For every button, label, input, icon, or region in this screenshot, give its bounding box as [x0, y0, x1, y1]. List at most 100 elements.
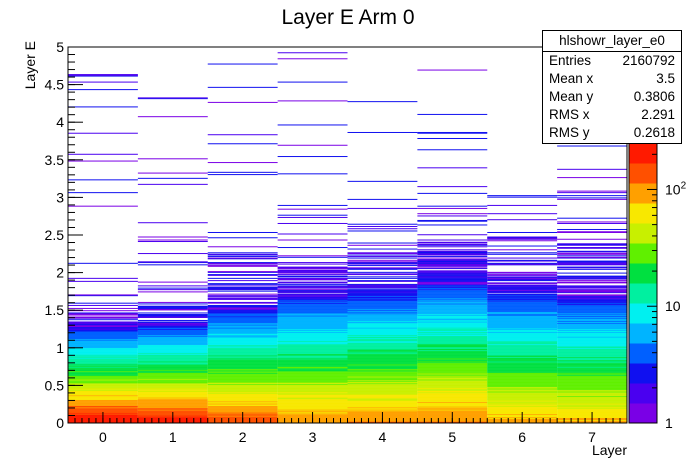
- heatmap-cell: [417, 398, 488, 400]
- heatmap-cell: [417, 328, 488, 330]
- heatmap-cell: [277, 367, 348, 369]
- heatmap-cell: [137, 348, 208, 350]
- heatmap-cell: [417, 339, 488, 341]
- heatmap-cell: [277, 298, 348, 300]
- heatmap-cell: [557, 256, 628, 258]
- heatmap-cell: [277, 382, 348, 384]
- heatmap-cell: [417, 306, 488, 308]
- heatmap-cell: [557, 319, 628, 321]
- heatmap-cell: [487, 398, 558, 400]
- heatmap-cell: [487, 404, 558, 406]
- heatmap-cell: [557, 379, 628, 381]
- heatmap-cell: [417, 205, 488, 207]
- heatmap-cell: [207, 396, 278, 398]
- heatmap-cell: [487, 339, 558, 341]
- heatmap-cell: [207, 389, 278, 391]
- heatmap-cell: [557, 177, 628, 179]
- palette-swatch: [629, 403, 657, 414]
- heatmap-cell: [417, 356, 488, 358]
- heatmap-cell: [417, 260, 488, 262]
- heatmap-cell: [277, 407, 348, 409]
- heatmap-cell: [487, 284, 558, 286]
- heatmap-cell: [137, 349, 208, 351]
- heatmap-cell: [347, 401, 418, 403]
- heatmap-cell: [557, 307, 628, 309]
- heatmap-cell: [557, 307, 628, 309]
- heatmap-cell: [557, 272, 628, 274]
- heatmap-cell: [137, 402, 208, 404]
- heatmap-cell: [277, 331, 348, 333]
- heatmap-cell: [207, 392, 278, 394]
- heatmap-cell: [277, 332, 348, 334]
- heatmap-cell: [347, 341, 418, 343]
- heatmap-cell: [277, 388, 348, 390]
- heatmap-cell: [137, 285, 208, 287]
- heatmap-cell: [557, 311, 628, 313]
- heatmap-cell: [347, 338, 418, 340]
- heatmap-cell: [207, 382, 278, 384]
- heatmap-cell: [347, 360, 418, 362]
- heatmap-cell: [137, 337, 208, 339]
- heatmap-cell: [417, 304, 488, 306]
- heatmap-cell: [487, 346, 558, 348]
- heatmap-cell: [207, 369, 278, 371]
- heatmap-cell: [557, 300, 628, 302]
- heatmap-cell: [417, 376, 488, 378]
- heatmap-cell: [417, 251, 488, 253]
- heatmap-cell: [277, 294, 348, 296]
- heatmap-cell: [487, 379, 558, 381]
- heatmap-cell: [417, 113, 488, 115]
- heatmap-cell: [417, 386, 488, 388]
- z-tick-label: 1: [665, 415, 673, 431]
- heatmap-cell: [487, 344, 558, 346]
- heatmap-cell: [557, 369, 628, 371]
- heatmap-cell: [417, 253, 488, 255]
- heatmap-cell: [68, 392, 138, 394]
- heatmap-cell: [68, 401, 138, 403]
- heatmap-cell: [207, 338, 278, 340]
- heatmap-cell: [68, 374, 138, 376]
- heatmap-cell: [68, 410, 138, 412]
- heatmap-cell: [557, 385, 628, 387]
- heatmap-cell: [277, 316, 348, 318]
- heatmap-cell: [137, 341, 208, 343]
- heatmap-cell: [347, 386, 418, 388]
- heatmap-cell: [137, 405, 208, 407]
- heatmap-cell: [207, 395, 278, 397]
- heatmap-cell: [487, 386, 558, 388]
- heatmap-cell: [137, 329, 208, 331]
- heatmap-cell: [207, 367, 278, 369]
- heatmap-cell: [557, 323, 628, 325]
- heatmap-cell: [417, 167, 488, 169]
- palette-swatch: [629, 333, 657, 344]
- heatmap-cell: [557, 253, 628, 255]
- heatmap-cell: [68, 393, 138, 395]
- heatmap-cell: [207, 301, 278, 303]
- heatmap-cell: [417, 289, 488, 291]
- heatmap-cell: [207, 288, 278, 290]
- heatmap-cell: [137, 407, 208, 409]
- heatmap-cell: [277, 274, 348, 276]
- heatmap-cell: [417, 370, 488, 372]
- heatmap-cell: [137, 362, 208, 364]
- heatmap-cell: [557, 308, 628, 310]
- heatmap-cell: [347, 359, 418, 361]
- heatmap-cell: [347, 261, 418, 263]
- heatmap-cell: [347, 337, 418, 339]
- heatmap-cell: [277, 351, 348, 353]
- heatmap-cell: [277, 100, 348, 102]
- heatmap-cell: [417, 292, 488, 294]
- heatmap-cell: [487, 313, 558, 315]
- heatmap-cell: [347, 253, 418, 255]
- heatmap-cell: [137, 358, 208, 360]
- heatmap-cell: [68, 361, 138, 363]
- heatmap-cell: [487, 319, 558, 321]
- heatmap-cell: [277, 322, 348, 324]
- heatmap-cell: [68, 75, 138, 77]
- heatmap-cell: [347, 372, 418, 374]
- heatmap-cell: [487, 408, 558, 410]
- palette-swatch: [629, 223, 657, 234]
- heatmap-cell: [277, 286, 348, 288]
- heatmap-cell: [277, 379, 348, 381]
